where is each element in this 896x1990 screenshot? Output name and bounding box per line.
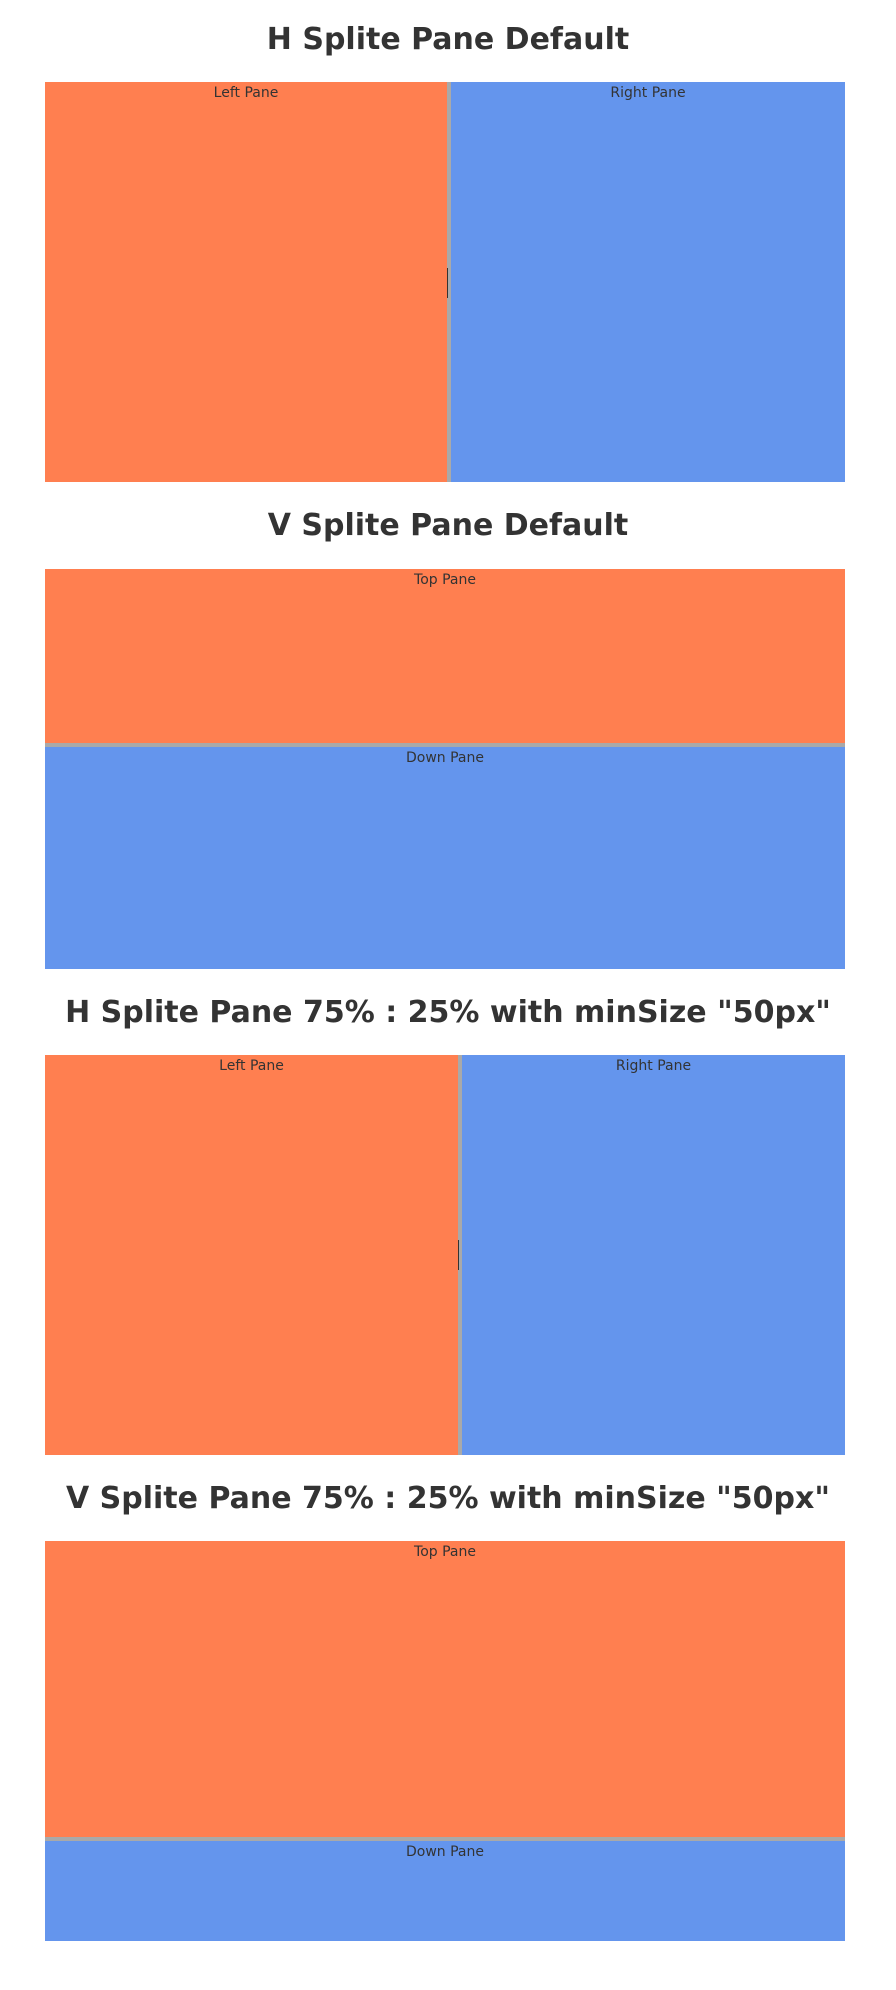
left-pane: Left Pane — [45, 82, 447, 482]
top-pane: Top Pane — [45, 1541, 845, 1837]
splitter-gutter[interactable] — [45, 743, 845, 747]
splitter-gutter[interactable] — [447, 82, 451, 482]
splitter-gutter[interactable] — [458, 1055, 462, 1455]
section-title-v-default: V Splite Pane Default — [267, 508, 629, 543]
splitter-gutter[interactable] — [45, 1837, 845, 1841]
down-pane-label: Down Pane — [406, 1844, 484, 1860]
drag-handle-icon[interactable] — [458, 1240, 459, 1270]
section-title-h-75-25: H Splite Pane 75% : 25% with minSize "50… — [65, 995, 831, 1030]
right-pane-label: Right Pane — [610, 85, 686, 101]
left-pane: Left Pane — [45, 1055, 458, 1455]
top-pane: Top Pane — [45, 569, 845, 743]
down-pane: Down Pane — [45, 747, 845, 969]
h-splitter-default: Left Pane Right Pane — [45, 82, 845, 482]
section-title-h-default: H Splite Pane Default — [266, 22, 630, 57]
left-pane-label: Left Pane — [213, 85, 279, 101]
v-splitter-75-25: Top Pane Down Pane — [45, 1541, 845, 1941]
top-pane-label: Top Pane — [414, 572, 476, 588]
section-title-v-75-25: V Splite Pane 75% : 25% with minSize "50… — [66, 1481, 830, 1516]
h-splitter-75-25: Left Pane Right Pane — [45, 1055, 845, 1455]
drag-handle-icon[interactable] — [447, 268, 448, 298]
right-pane: Right Pane — [462, 1055, 845, 1455]
left-pane-label: Left Pane — [219, 1058, 284, 1074]
right-pane-label: Right Pane — [615, 1058, 692, 1074]
down-pane-label: Down Pane — [406, 750, 484, 766]
right-pane: Right Pane — [451, 82, 845, 482]
top-pane-label: Top Pane — [414, 1544, 476, 1560]
down-pane: Down Pane — [45, 1841, 845, 1941]
v-splitter-default: Top Pane Down Pane — [45, 569, 845, 969]
